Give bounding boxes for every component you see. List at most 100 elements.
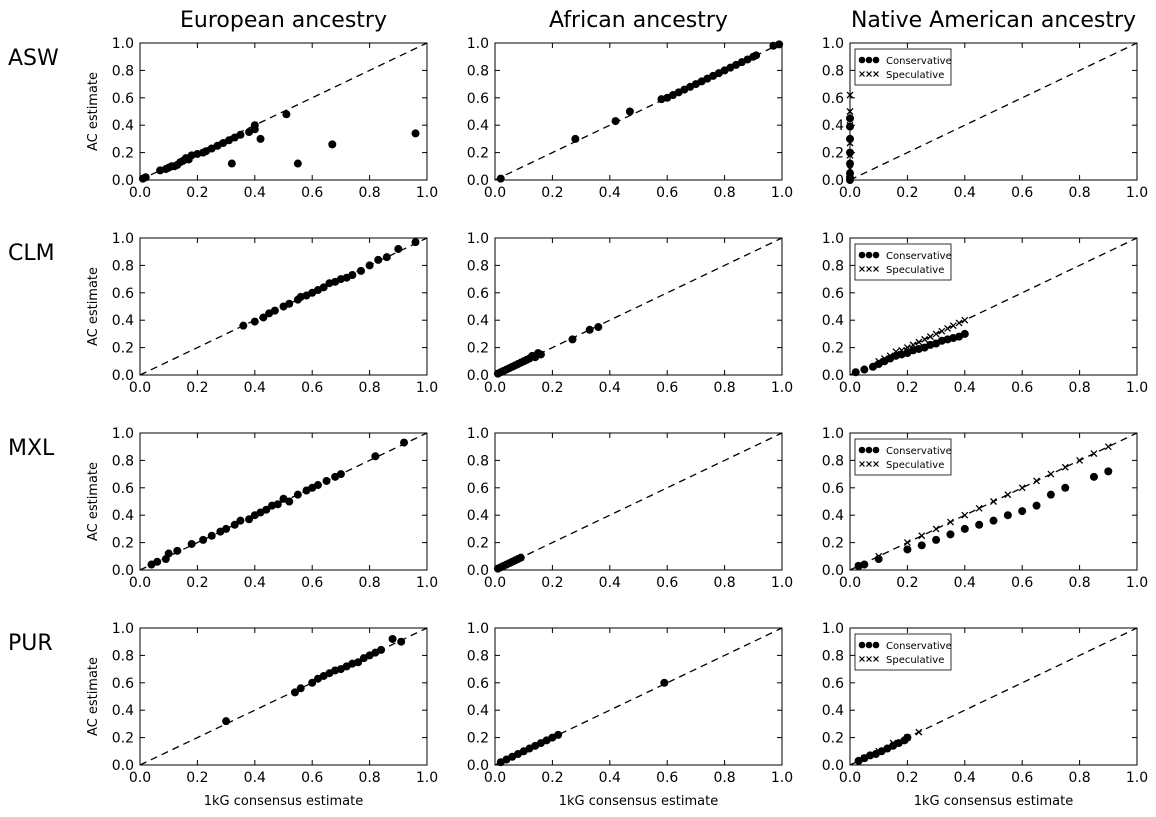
axes-frame	[849, 627, 1138, 766]
data-point	[960, 329, 969, 338]
x-tick-label: 0.2	[186, 380, 208, 396]
y-tick-label: 0.2	[822, 146, 844, 162]
data-point-x	[915, 728, 923, 736]
x-tick-label: 1.0	[771, 575, 793, 591]
data-point	[536, 350, 545, 359]
data-point	[932, 535, 941, 544]
data-point-x	[1104, 443, 1112, 451]
data-point	[236, 516, 245, 525]
data-point-x	[932, 330, 940, 338]
axes-frame	[849, 237, 1138, 376]
data-point-x	[892, 348, 900, 356]
data-point	[585, 325, 594, 334]
x-tick-label: 1.0	[771, 770, 793, 786]
subplot: 0.00.0 0.2 0.2 0.4 0.4 0.6 0.6 0.8 0.8 1.0 1.0 AC e…	[86, 36, 438, 201]
row-label: ASW	[8, 46, 59, 71]
legend-marker	[872, 446, 880, 454]
y-tick-label: 1.0	[112, 231, 134, 247]
y-tick-label: 0.6	[112, 91, 134, 107]
x-tick-label: 0.2	[186, 770, 208, 786]
x-axis-label: 1kG consensus estimate	[204, 794, 363, 809]
x-tick-label: 0.8	[713, 185, 735, 201]
axes-frame	[494, 237, 783, 376]
data-point-x	[903, 734, 911, 742]
legend-marker-x	[866, 656, 872, 662]
x-tick-label: 0.0	[839, 575, 861, 591]
legend: Conservative Speculative	[854, 633, 952, 671]
legend-marker-x	[866, 266, 872, 272]
y-tick-label: 0.8	[112, 453, 134, 469]
x-tick-label: 0.6	[1011, 185, 1033, 201]
data-point-x	[886, 352, 894, 360]
x-tick-label: 1.0	[416, 380, 438, 396]
x-tick-label: 0.0	[129, 380, 151, 396]
y-tick-label: 0.8	[822, 258, 844, 274]
x-tick-label: 0.2	[541, 380, 563, 396]
x-tick-label: 0.4	[244, 575, 266, 591]
y-tick-label: 0.2	[112, 536, 134, 552]
data-point-x	[946, 518, 954, 526]
axes-frame	[849, 432, 1138, 571]
data-point-x	[918, 532, 926, 540]
x-tick-label: 0.2	[896, 575, 918, 591]
x-axis-label: 1kG consensus estimate	[914, 794, 1073, 809]
y-tick-label: 0.4	[112, 313, 134, 329]
data-point	[365, 261, 374, 270]
y-tick-label: 1.0	[822, 231, 844, 247]
data-point	[293, 159, 302, 168]
y-tick-label: 0.2	[467, 146, 489, 162]
x-tick-label: 0.8	[358, 575, 380, 591]
data-point	[273, 500, 282, 509]
x-tick-label: 0.8	[1068, 575, 1090, 591]
y-tick-label: 1.0	[112, 621, 134, 637]
x-tick-label: 0.2	[896, 770, 918, 786]
y-tick-label: 0.0	[822, 173, 844, 189]
data-point-x	[880, 355, 888, 363]
legend-label: Conservative	[886, 251, 952, 262]
y-tick-label: 1.0	[467, 621, 489, 637]
y-tick-label: 1.0	[467, 426, 489, 442]
data-point	[388, 634, 397, 643]
data-point-x	[875, 747, 883, 755]
y-tick-label: 1.0	[822, 621, 844, 637]
data-point	[1046, 490, 1055, 499]
x-tick-label: 0.4	[599, 380, 621, 396]
data-point-x	[1090, 450, 1098, 458]
data-point	[411, 129, 420, 138]
data-point	[594, 323, 603, 332]
x-tick-label: 0.6	[301, 185, 323, 201]
y-tick-label: 0.4	[467, 118, 489, 134]
y-tick-label: 0.8	[467, 648, 489, 664]
data-point	[173, 546, 182, 555]
data-point	[1104, 467, 1113, 476]
data-point	[397, 637, 406, 646]
data-point	[270, 306, 279, 315]
y-tick-label: 0.0	[467, 563, 489, 579]
x-tick-label: 0.2	[186, 575, 208, 591]
legend-marker-x	[859, 656, 865, 662]
data-point	[293, 490, 302, 499]
x-tick-label: 1.0	[771, 380, 793, 396]
x-tick-label: 1.0	[1126, 575, 1148, 591]
legend: Conservative Speculative	[854, 438, 952, 476]
row-label: MXL	[8, 436, 55, 461]
data-point-x	[898, 346, 906, 354]
y-tick-label: 0.6	[822, 481, 844, 497]
y-tick-label: 0.2	[467, 731, 489, 747]
y-tick-label: 0.2	[112, 731, 134, 747]
y-tick-label: 0.4	[822, 703, 844, 719]
y-tick-label: 0.4	[822, 118, 844, 134]
legend-label: Conservative	[886, 446, 952, 457]
x-tick-label: 1.0	[416, 770, 438, 786]
x-tick-label: 0.2	[541, 575, 563, 591]
data-point-x	[949, 322, 957, 330]
data-point-x	[926, 333, 934, 341]
x-tick-label: 0.0	[839, 185, 861, 201]
data-point-x	[903, 344, 911, 352]
legend-marker	[858, 251, 866, 259]
x-tick-label: 0.0	[129, 185, 151, 201]
x-tick-label: 0.6	[301, 575, 323, 591]
legend-marker-x	[873, 266, 879, 272]
data-point-x	[889, 739, 897, 747]
subplot: 0.00.0 0.2 0.2 0.4 0.4 0.6 0.6 0.8 0.8 1.0 1.0 AC e…	[86, 426, 438, 591]
